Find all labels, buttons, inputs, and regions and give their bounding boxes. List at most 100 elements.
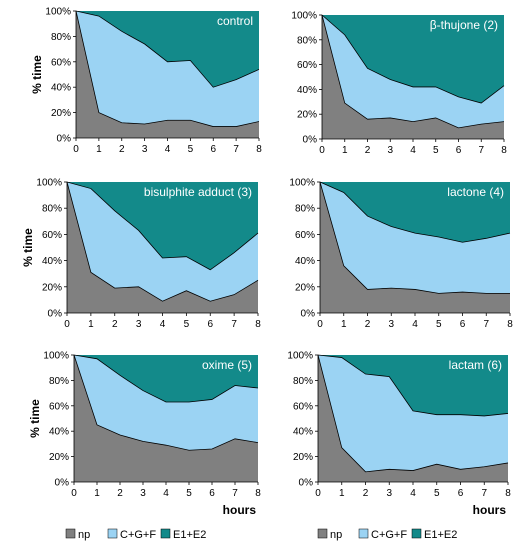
y-tick-label: 40% xyxy=(297,85,317,96)
y-tick-label: 20% xyxy=(49,452,69,463)
x-tick-label: 6 xyxy=(456,145,462,156)
legend-label-e1e2: E1+E2 xyxy=(424,529,457,541)
x-tick-label: 4 xyxy=(165,144,171,155)
area-series-e1-e2 xyxy=(76,11,259,88)
chart-panel: 0% 20% 40% 60% 80% 100% 0 1 2 3 4 5 6 7 8 bisulphite ad… xyxy=(21,178,261,331)
y-tick-label: 60% xyxy=(51,57,71,68)
y-tick-label: 20% xyxy=(293,452,313,463)
series-boundary-line xyxy=(317,354,509,417)
x-tick-label: 2 xyxy=(117,488,123,499)
y-tick-label: 0% xyxy=(299,478,314,489)
legend-label-np: np xyxy=(330,529,342,541)
y-tick-label: 0% xyxy=(301,309,316,320)
x-axis-label: hours xyxy=(473,503,507,517)
x-tick-label: 7 xyxy=(483,319,489,330)
area-series-np xyxy=(67,182,258,313)
x-tick-label: 3 xyxy=(140,488,146,499)
chart-panel: 0% 20% 40% 60% 80% 100% 0 1 2 3 4 5 6 7 8 oxime (5) % ti… xyxy=(28,351,261,518)
area-series-e1-e2 xyxy=(74,355,258,402)
legend-swatch-e1e2 xyxy=(160,528,171,539)
x-tick-label: 7 xyxy=(478,145,484,156)
x-tick-label: 8 xyxy=(505,488,511,499)
x-tick-label: 6 xyxy=(458,488,464,499)
series-boundary-line xyxy=(319,181,511,243)
x-tick-label: 1 xyxy=(88,319,94,330)
area-series-np xyxy=(320,182,510,313)
x-tick-label: 8 xyxy=(501,145,507,156)
x-tick-label: 5 xyxy=(436,319,442,330)
x-tick-label: 2 xyxy=(112,319,118,330)
x-tick-label: 1 xyxy=(96,144,102,155)
y-tick-label: 60% xyxy=(295,230,315,241)
area-series-c-g-f xyxy=(320,182,510,294)
y-tick-label: 80% xyxy=(51,32,71,43)
area-series-np xyxy=(322,15,504,139)
x-tick-label: 5 xyxy=(186,488,192,499)
x-tick-label: 0 xyxy=(73,144,79,155)
y-tick-label: 100% xyxy=(45,7,71,18)
area-series-c-g-f xyxy=(322,15,504,128)
series-boundary-line xyxy=(75,10,260,127)
legend-swatch-cgf xyxy=(107,528,118,539)
x-tick-label: 4 xyxy=(412,319,418,330)
chart-panel: 0% 20% 40% 60% 80% 100% 0 1 2 3 4 5 6 7 8 lactone (4) xyxy=(289,178,513,331)
x-tick-label: 2 xyxy=(119,144,125,155)
area-series-np xyxy=(76,11,259,138)
y-tick-label: 40% xyxy=(51,83,71,94)
legend-left: np C+G+F E1+E2 xyxy=(65,528,206,541)
x-axis-label: hours xyxy=(223,503,257,517)
y-tick-label: 100% xyxy=(36,178,62,189)
y-axis-label: % time xyxy=(30,55,44,94)
x-tick-label: 2 xyxy=(365,319,371,330)
x-tick-label: 8 xyxy=(507,319,513,330)
y-tick-label: 80% xyxy=(42,204,62,215)
chart-panel: 0% 20% 40% 60% 80% 100% 0 1 2 3 4 5 6 7 8 lactam (6) hou… xyxy=(287,351,511,518)
x-tick-label: 5 xyxy=(184,319,190,330)
x-tick-label: 3 xyxy=(136,319,142,330)
x-tick-label: 6 xyxy=(460,319,466,330)
y-tick-label: 60% xyxy=(293,401,313,412)
area-series-e1-e2 xyxy=(318,355,508,416)
y-tick-label: 60% xyxy=(49,401,69,412)
area-series-e1-e2 xyxy=(67,182,258,270)
x-tick-label: 3 xyxy=(142,144,148,155)
x-tick-label: 7 xyxy=(232,488,238,499)
area-series-np xyxy=(74,355,258,482)
legend-right: np C+G+F E1+E2 xyxy=(317,528,457,541)
y-tick-label: 20% xyxy=(51,108,71,119)
y-tick-label: 100% xyxy=(287,351,313,362)
x-tick-label: 0 xyxy=(319,145,325,156)
y-tick-label: 0% xyxy=(48,309,63,320)
x-tick-label: 0 xyxy=(315,488,321,499)
x-tick-label: 3 xyxy=(388,319,394,330)
x-tick-label: 8 xyxy=(255,319,261,330)
legend-label-cgf: C+G+F xyxy=(120,529,156,541)
series-boundary-line xyxy=(317,354,509,473)
y-tick-label: 60% xyxy=(297,60,317,71)
y-tick-label: 0% xyxy=(303,135,318,146)
x-tick-label: 4 xyxy=(410,145,416,156)
legend-swatch-np xyxy=(317,528,328,539)
x-tick-label: 8 xyxy=(256,144,262,155)
x-tick-label: 2 xyxy=(363,488,369,499)
panel-title: lactam (6) xyxy=(449,358,502,372)
x-tick-label: 5 xyxy=(433,145,439,156)
y-tick-label: 100% xyxy=(291,11,317,22)
chart-panel: 0% 20% 40% 60% 80% 100% 0 1 2 3 4 5 6 7 8 control % time xyxy=(30,7,262,156)
series-boundary-line xyxy=(319,181,510,294)
y-tick-label: 40% xyxy=(293,427,313,438)
panel-title: lactone (4) xyxy=(447,185,504,199)
y-axis-label: % time xyxy=(28,399,42,438)
x-tick-label: 1 xyxy=(94,488,100,499)
area-series-c-g-f xyxy=(76,11,259,127)
x-tick-label: 6 xyxy=(210,144,216,155)
legend-label-np: np xyxy=(78,529,90,541)
y-axis-label: % time xyxy=(21,228,35,267)
series-boundary-line xyxy=(66,181,259,271)
area-series-np xyxy=(318,355,508,482)
area-series-c-g-f xyxy=(318,355,508,472)
y-tick-label: 0% xyxy=(55,478,70,489)
x-tick-label: 0 xyxy=(71,488,77,499)
y-tick-label: 80% xyxy=(295,204,315,215)
